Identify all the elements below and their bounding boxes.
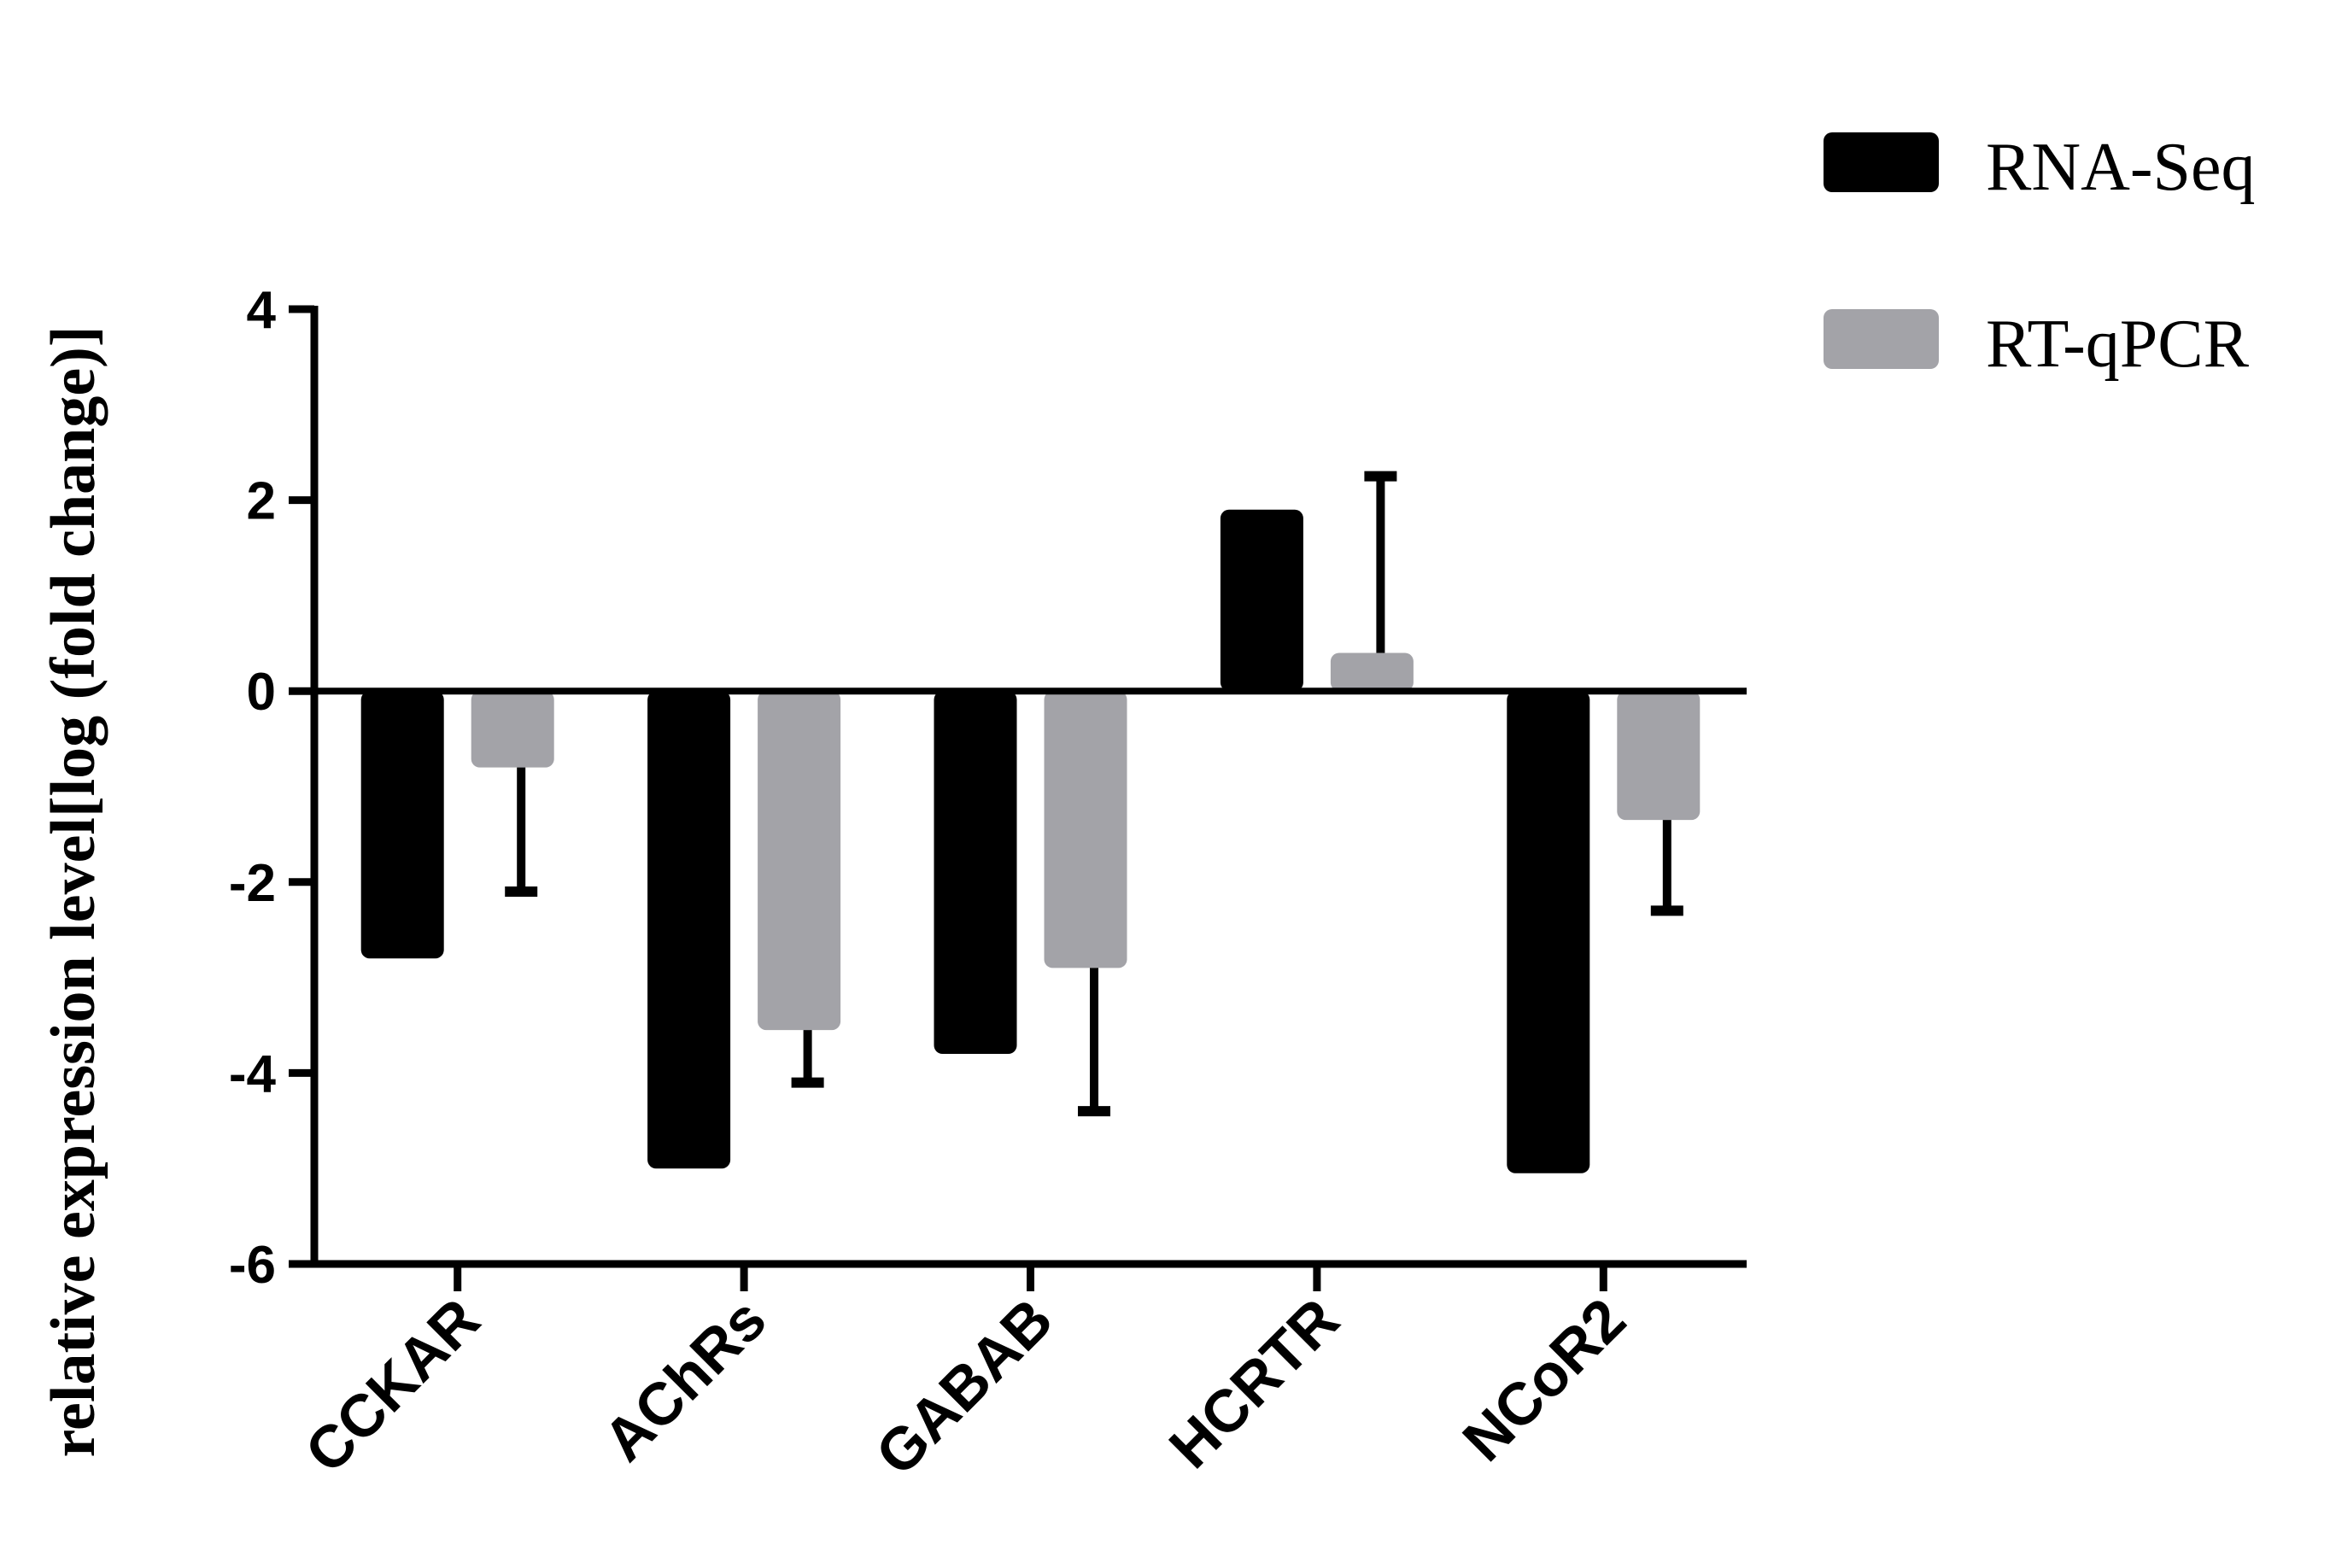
y-tick-label: 0 <box>247 663 276 722</box>
y-tick-label: -2 <box>229 854 276 913</box>
bar-rt-qpcr-hcrtr <box>1330 652 1414 692</box>
x-ticks: CCKAR AChRs GABAB HCRTR NCoR2 <box>292 1264 1638 1488</box>
bars-layer <box>360 509 1701 1173</box>
bar-rna-seq-gabab <box>934 691 1017 1055</box>
bar-rt-qpcr-ncor2 <box>1617 691 1701 821</box>
y-axis-label: relative expression level[log (fold chan… <box>38 326 108 1458</box>
legend: RNA-Seq RT-qPCR <box>1824 130 2256 382</box>
legend-swatch-rna-seq <box>1824 132 1939 192</box>
bar-rt-qpcr-achrs <box>758 691 841 1031</box>
x-category-label: NCoR2 <box>1450 1285 1638 1473</box>
y-ticks: 4 2 0 -2 -4 -6 <box>229 281 314 1295</box>
bar-rna-seq-hcrtr <box>1220 509 1303 692</box>
y-tick-label: 4 <box>247 281 277 340</box>
legend-swatch-rt-qpcr <box>1824 309 1939 369</box>
y-tick-label: 2 <box>247 472 276 531</box>
y-tick-label: -6 <box>229 1236 276 1295</box>
bar-rt-qpcr-cckar <box>471 691 554 768</box>
bar-rna-seq-achrs <box>647 691 731 1169</box>
y-tick-label: -4 <box>229 1044 277 1103</box>
x-category-label: HCRTR <box>1156 1285 1351 1480</box>
bar-rna-seq-ncor2 <box>1507 691 1590 1173</box>
x-category-label: GABAB <box>863 1285 1065 1488</box>
x-category-label: CCKAR <box>292 1285 492 1485</box>
error-bars-layer <box>505 471 1683 1117</box>
legend-label-rna-seq: RNA-Seq <box>1986 130 2256 205</box>
bar-rna-seq-cckar <box>360 691 444 959</box>
bar-rt-qpcr-gabab <box>1044 691 1127 968</box>
x-category-label: AChRs <box>591 1285 779 1473</box>
legend-label-rt-qpcr: RT-qPCR <box>1986 307 2250 382</box>
